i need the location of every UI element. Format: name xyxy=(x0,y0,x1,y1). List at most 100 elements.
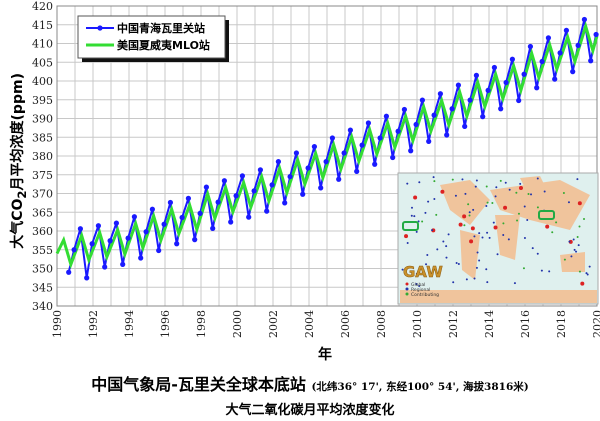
map-station-dot xyxy=(457,262,460,265)
map-station-dot xyxy=(485,185,488,188)
data-point-waliguan xyxy=(341,150,347,156)
map-station-dot xyxy=(507,238,510,241)
map-station-dot xyxy=(413,215,416,218)
data-point-waliguan xyxy=(383,113,389,119)
map-legend-marker xyxy=(405,282,409,286)
map-station-dot xyxy=(433,180,436,183)
map-station-dot xyxy=(475,266,478,269)
map-station-dot xyxy=(502,233,505,236)
map-station-dot xyxy=(468,214,471,217)
y-tick-label: 365 xyxy=(32,206,53,219)
map-station-dot xyxy=(577,244,580,247)
map-station-dot xyxy=(455,261,458,264)
data-point-waliguan xyxy=(293,150,299,156)
map-station-dot xyxy=(576,235,579,238)
map-station-dot xyxy=(424,211,427,214)
data-point-waliguan xyxy=(563,27,570,33)
map-station-dot xyxy=(508,188,511,191)
data-point-waliguan xyxy=(413,121,419,128)
map-station-dot xyxy=(548,270,551,273)
map-landmass xyxy=(460,230,480,280)
x-tick-label: 2014 xyxy=(483,310,496,338)
data-point-waliguan xyxy=(473,72,479,78)
map-station-dot xyxy=(496,253,499,256)
x-tick-label: 2010 xyxy=(411,310,424,338)
map-station-dot xyxy=(462,214,467,219)
data-point-waliguan xyxy=(419,97,425,103)
map-station-dot xyxy=(518,185,523,190)
data-point-waliguan xyxy=(431,112,437,118)
y-tick-label: 390 xyxy=(32,113,53,126)
data-point-waliguan xyxy=(179,214,185,221)
legend-label-mlo: 美国夏威夷MLO站 xyxy=(117,38,210,52)
data-point-waliguan xyxy=(113,220,119,226)
data-point-waliguan xyxy=(581,16,588,23)
data-point-waliguan xyxy=(503,79,509,86)
data-point-waliguan xyxy=(485,87,491,93)
map-station-dot xyxy=(452,281,455,284)
data-point-waliguan xyxy=(437,91,443,97)
y-tick-label: 395 xyxy=(32,94,53,107)
map-station-dot xyxy=(545,224,550,229)
data-point-waliguan xyxy=(282,200,288,206)
data-point-waliguan xyxy=(372,161,378,167)
data-point-waliguan xyxy=(467,97,473,103)
map-station-dot xyxy=(445,256,448,259)
map-station-dot xyxy=(578,270,581,273)
map-legend-marker xyxy=(405,287,409,291)
data-point-waliguan xyxy=(102,264,108,270)
map-station-dot xyxy=(572,238,575,241)
y-tick-label: 360 xyxy=(32,225,53,238)
map-station-dot xyxy=(401,268,404,271)
data-point-waliguan xyxy=(318,185,324,191)
x-tick-label: 2000 xyxy=(231,310,244,338)
x-tick-label: 1990 xyxy=(51,310,64,338)
map-legend-marker xyxy=(405,292,409,296)
data-point-waliguan xyxy=(377,135,383,141)
y-tick-label: 345 xyxy=(32,281,53,294)
y-tick-label: 385 xyxy=(32,131,53,144)
data-point-waliguan xyxy=(455,82,461,88)
data-point-waliguan xyxy=(521,71,527,77)
map-station-dot xyxy=(469,239,474,244)
legend-box xyxy=(77,15,226,59)
data-point-waliguan xyxy=(347,127,353,133)
y-axis-label: 大气CO2月平均浓度(ppm) xyxy=(10,73,29,249)
map-station-dot xyxy=(475,179,478,182)
map-station-dot xyxy=(536,252,539,255)
data-point-waliguan xyxy=(462,123,468,129)
data-point-waliguan xyxy=(197,210,203,216)
map-station-dot xyxy=(576,178,579,181)
map-station-dot xyxy=(470,226,475,231)
data-point-waliguan xyxy=(527,43,534,50)
data-point-waliguan xyxy=(426,138,432,144)
data-point-waliguan xyxy=(516,97,522,104)
data-point-waliguan xyxy=(95,223,101,229)
map-station-dot xyxy=(415,283,418,286)
map-station-dot xyxy=(577,201,582,206)
y-tick-label: 400 xyxy=(32,75,53,88)
map-station-dot xyxy=(432,176,435,179)
map-station-dot xyxy=(499,179,502,182)
data-point-waliguan xyxy=(575,42,581,48)
map-station-dot xyxy=(543,190,546,193)
map-station-dot xyxy=(516,219,519,222)
map-station-dot xyxy=(436,248,439,251)
map-station-dot xyxy=(568,240,571,243)
waliguan-highlight xyxy=(538,210,555,220)
map-station-dot xyxy=(413,195,418,200)
map-station-dot xyxy=(531,247,534,250)
x-tick-label: 2002 xyxy=(267,310,280,338)
map-station-dot xyxy=(536,177,539,180)
y-tick-label: 380 xyxy=(32,150,53,163)
map-station-dot xyxy=(478,259,481,262)
data-point-waliguan xyxy=(203,184,209,190)
map-station-dot xyxy=(433,198,436,201)
map-station-dot xyxy=(515,191,518,194)
x-tick-label: 2006 xyxy=(339,310,352,338)
data-point-waliguan xyxy=(77,226,83,232)
map-station-dot xyxy=(442,240,445,243)
map-station-dot xyxy=(468,211,471,214)
